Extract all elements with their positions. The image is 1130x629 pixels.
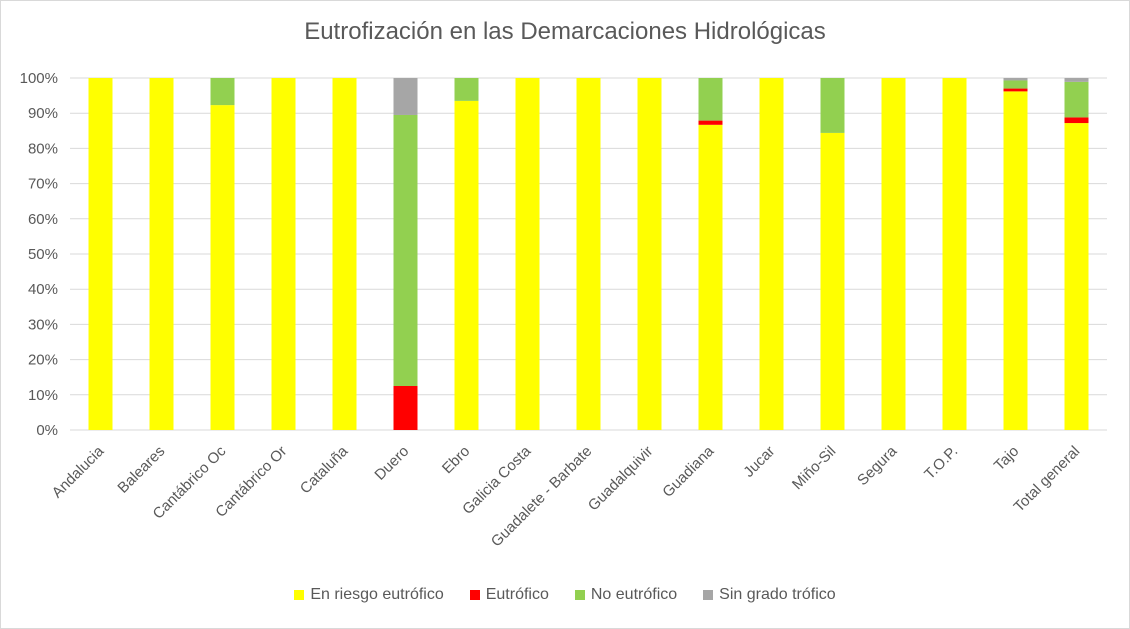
legend-label-sin-grado: Sin grado trófico — [719, 586, 836, 603]
bar-segment — [454, 78, 479, 101]
x-tick-label: Andalucia — [49, 442, 108, 501]
legend-label-eutrofico: Eutrófico — [485, 586, 549, 603]
y-tick-label: 70% — [28, 176, 58, 193]
legend-swatch-en-riesgo — [294, 590, 305, 600]
bar-segment — [759, 78, 784, 430]
bar-segment — [1064, 117, 1089, 124]
y-tick-label: 80% — [28, 140, 58, 157]
bar-segment — [881, 78, 906, 430]
bar-segment — [637, 78, 662, 430]
x-tick-label: Ebro — [439, 443, 473, 477]
x-tick-label: Jucar — [740, 443, 778, 481]
legend-swatch-sin-grado — [703, 590, 714, 600]
bar-segment — [942, 78, 967, 430]
bar-segment — [210, 105, 235, 430]
bar-segment — [1003, 91, 1028, 430]
y-tick-label: 0% — [36, 422, 58, 439]
x-tick-label: T.O.P. — [921, 443, 961, 483]
x-tick-label: Tajo — [991, 443, 1022, 474]
bar-segment — [393, 114, 418, 387]
legend-swatch-eutrofico — [469, 590, 480, 600]
legend-label-no-eutrofico: No eutrófico — [590, 586, 678, 603]
bar-segment — [271, 78, 296, 430]
x-tick-label: Miño-Sil — [789, 443, 839, 493]
legend-item-eutrofico: Eutrófico — [469, 586, 549, 604]
y-tick-label: 30% — [28, 316, 58, 333]
legend-item-sin-grado: Sin grado trófico — [703, 586, 836, 604]
x-tick-label: Guadalquivir — [585, 443, 657, 515]
bar-segment — [698, 124, 723, 430]
bar-segment — [698, 120, 723, 125]
y-tick-label: 50% — [28, 246, 58, 263]
bar-segment — [515, 78, 540, 430]
chart-title: Eutrofización en las Demarcaciones Hidro… — [304, 18, 826, 45]
bar-segment — [576, 78, 601, 430]
bar-segment — [1064, 78, 1089, 82]
bar-segment — [332, 78, 357, 430]
legend-label-en-riesgo: En riesgo eutrófico — [310, 586, 444, 603]
x-tick-label: Guadalete - Barbate — [488, 443, 596, 551]
x-tick-label: Guadiana — [659, 442, 717, 500]
bar-segment — [698, 78, 723, 121]
legend-swatch-no-eutrofico — [574, 590, 585, 600]
bar-segment — [1003, 78, 1028, 81]
x-tick-label: Baleares — [114, 443, 168, 497]
bar-segment — [1003, 88, 1028, 92]
bar-segment — [820, 132, 845, 431]
legend-item-no-eutrofico: No eutrófico — [574, 586, 678, 604]
bar-segment — [393, 386, 418, 430]
x-tick-label: Cataluña — [297, 442, 352, 497]
bar-segment — [454, 100, 479, 430]
y-tick-label: 20% — [28, 352, 58, 369]
bar-segment — [210, 78, 235, 106]
bar-segment — [1003, 80, 1028, 89]
y-tick-label: 90% — [28, 105, 58, 122]
bar-segment — [1064, 123, 1089, 430]
y-tick-label: 10% — [28, 387, 58, 404]
bar-segment — [88, 78, 113, 430]
bar-segment — [820, 78, 845, 133]
x-tick-label: Segura — [854, 442, 901, 489]
legend-item-en-riesgo: En riesgo eutrófico — [294, 586, 444, 604]
chart-legend: En riesgo eutrófico Eutrófico No eutrófi… — [0, 586, 1130, 604]
bar-segment — [1064, 81, 1089, 118]
y-tick-label: 100% — [20, 70, 58, 87]
bar-segment — [393, 78, 418, 115]
y-tick-label: 60% — [28, 211, 58, 228]
bar-segment — [149, 78, 174, 430]
x-tick-label: Total general — [1011, 443, 1084, 516]
x-tick-label: Duero — [371, 443, 412, 484]
y-tick-label: 40% — [28, 281, 58, 298]
